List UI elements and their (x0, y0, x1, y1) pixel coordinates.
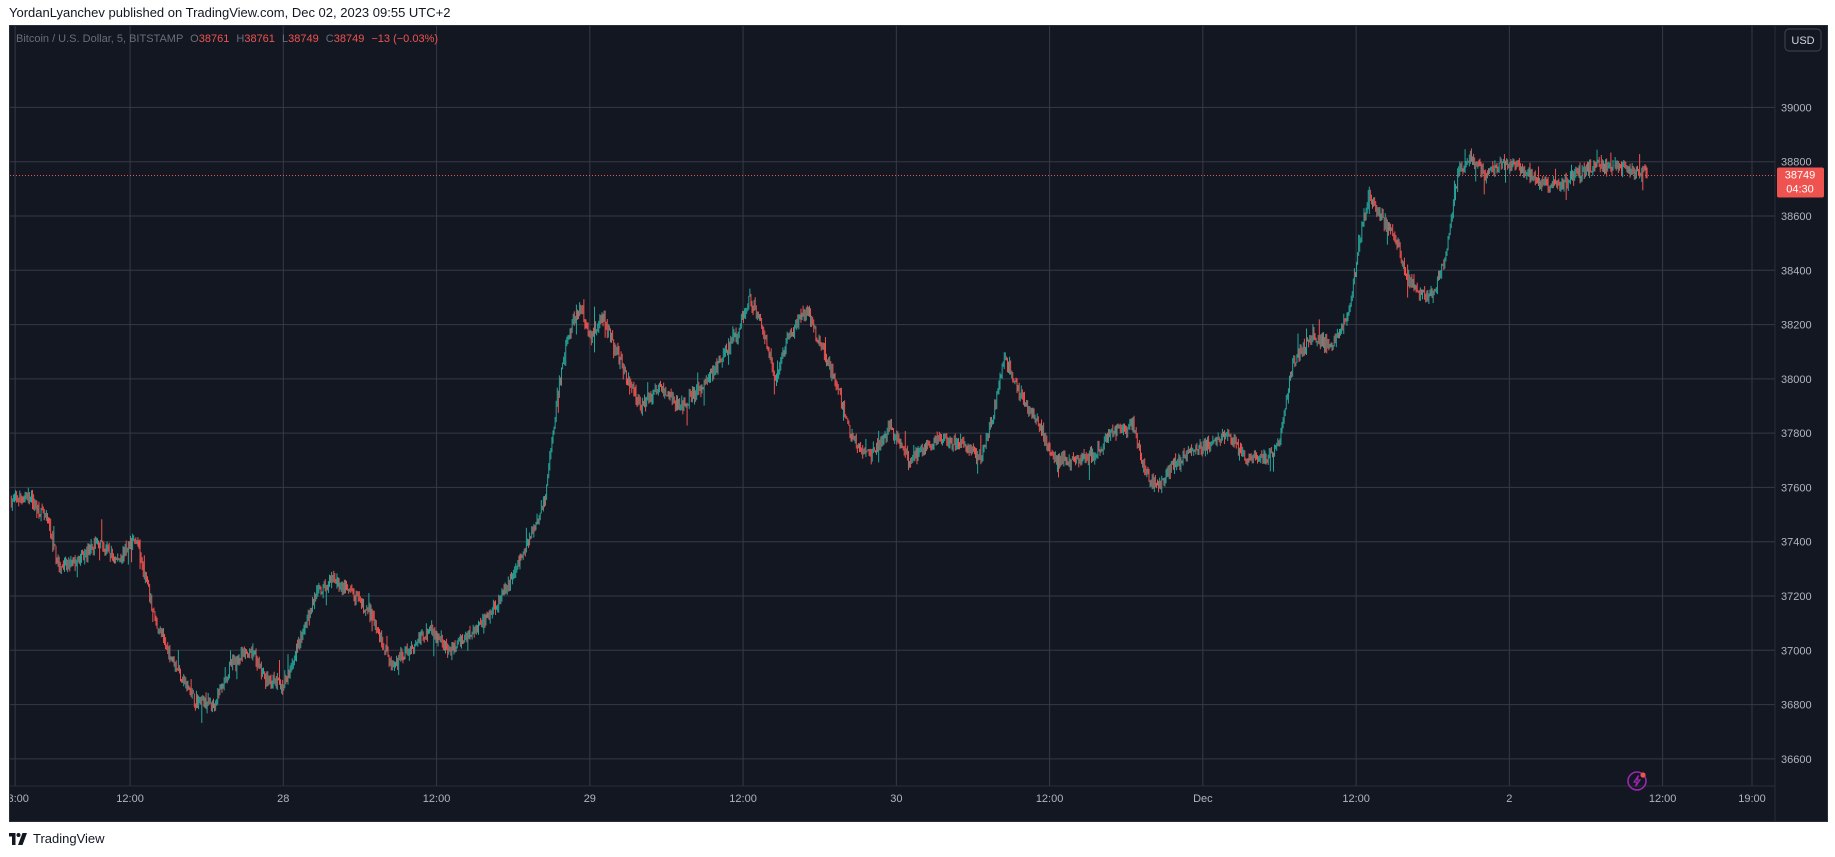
price-tick-label: 38800 (1781, 157, 1812, 169)
time-tick-label: 2 (1506, 793, 1512, 805)
time-tick-label: 12:00 (1036, 793, 1064, 805)
grid (10, 26, 1775, 786)
time-tick-label: 12:00 (1649, 793, 1677, 805)
symbol-label: Bitcoin / U.S. Dollar, 5, BITSTAMP (16, 33, 183, 45)
tradingview-logo-icon (9, 832, 27, 845)
time-tick-label: 28 (277, 793, 289, 805)
price-tick-label: 38600 (1781, 211, 1812, 223)
price-tick-label: 38200 (1781, 320, 1812, 332)
candlestick-chart[interactable]: 36600 36800 37000 37200 37400 37600 37800 38000… (10, 26, 1827, 821)
price-tick-label: 37400 (1781, 537, 1812, 549)
price-tick-label: 36600 (1781, 754, 1812, 766)
price-tick-label: 38400 (1781, 265, 1812, 277)
low-value: 38749 (288, 33, 319, 45)
time-axis[interactable]: 03:00 12:00 28 12:00 29 12:00 30 12:00 Dec 12:00 2… (10, 793, 1766, 805)
price-tick-label: 36800 (1781, 700, 1812, 712)
time-tick-label: 12:00 (423, 793, 451, 805)
publish-line: YordanLyanchev published on TradingView.… (9, 5, 451, 20)
time-tick-label: Dec (1193, 793, 1213, 805)
last-price-countdown: 04:30 (1786, 184, 1814, 196)
close-label: C (326, 33, 334, 45)
time-tick-label: 19:00 (1738, 793, 1766, 805)
lightning-icon[interactable] (1627, 771, 1647, 791)
brand-name: TradingView (33, 831, 105, 846)
price-tick-label: 39000 (1781, 102, 1812, 114)
low-label: L (282, 33, 288, 45)
time-tick-label: 12:00 (116, 793, 144, 805)
change-value: −13 (−0.03%) (371, 33, 438, 45)
price-tick-label: 37600 (1781, 482, 1812, 494)
ohlc-legend: Bitcoin / U.S. Dollar, 5, BITSTAMP O3876… (16, 33, 438, 45)
price-tick-label: 37000 (1781, 645, 1812, 657)
open-label: O (190, 33, 199, 45)
high-value: 38761 (244, 33, 275, 45)
time-tick-label: 12:00 (1342, 793, 1370, 805)
time-tick-label: 30 (890, 793, 902, 805)
time-tick-label: 29 (584, 793, 596, 805)
price-axis[interactable]: 36600 36800 37000 37200 37400 37600 37800 38000… (1781, 102, 1812, 765)
price-tick-label: 38000 (1781, 374, 1812, 386)
currency-button[interactable]: USD (1784, 28, 1822, 52)
footer-brand[interactable]: TradingView (9, 831, 105, 846)
candles (10, 148, 1648, 723)
last-price-badge: 38749 04:30 (1777, 167, 1824, 198)
price-tick-label: 37800 (1781, 428, 1812, 440)
last-price-value: 38749 (1785, 170, 1816, 182)
chart-panel[interactable]: 36600 36800 37000 37200 37400 37600 37800 38000… (9, 25, 1828, 822)
price-tick-label: 37200 (1781, 591, 1812, 603)
time-tick-label: 03:00 (10, 793, 29, 805)
time-tick-label: 12:00 (729, 793, 757, 805)
open-value: 38761 (199, 33, 230, 45)
close-value: 38749 (334, 33, 365, 45)
high-label: H (236, 33, 244, 45)
currency-label: USD (1791, 35, 1814, 47)
